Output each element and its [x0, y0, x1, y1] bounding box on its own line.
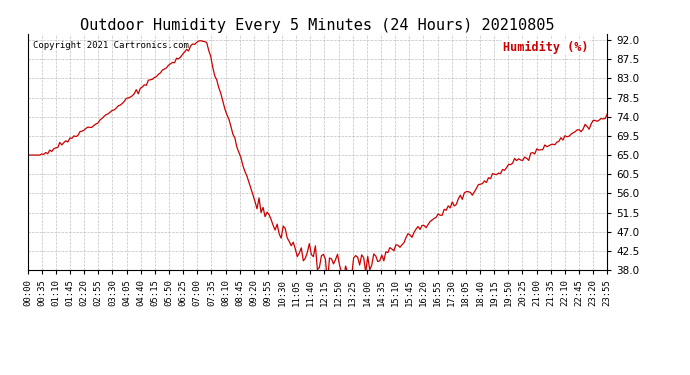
Title: Outdoor Humidity Every 5 Minutes (24 Hours) 20210805: Outdoor Humidity Every 5 Minutes (24 Hou… [80, 18, 555, 33]
Text: Humidity (%): Humidity (%) [503, 41, 589, 54]
Text: Copyright 2021 Cartronics.com: Copyright 2021 Cartronics.com [33, 41, 189, 50]
